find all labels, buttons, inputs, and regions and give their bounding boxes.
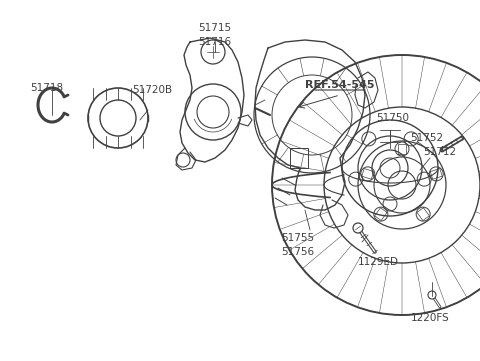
Text: 51752: 51752 [410,133,443,143]
Text: 51715: 51715 [198,23,231,33]
Text: 51718: 51718 [30,83,63,93]
Text: 1220FS: 1220FS [410,313,449,323]
Text: 51712: 51712 [423,147,456,157]
Text: 51720B: 51720B [132,85,172,95]
Text: 51756: 51756 [281,247,314,257]
Text: REF.54-545: REF.54-545 [305,80,375,90]
Circle shape [353,223,363,233]
Text: 51755: 51755 [281,233,314,243]
Text: 51716: 51716 [198,37,231,47]
Text: 51750: 51750 [376,113,409,123]
Text: 1129ED: 1129ED [358,257,398,267]
Circle shape [428,291,436,299]
